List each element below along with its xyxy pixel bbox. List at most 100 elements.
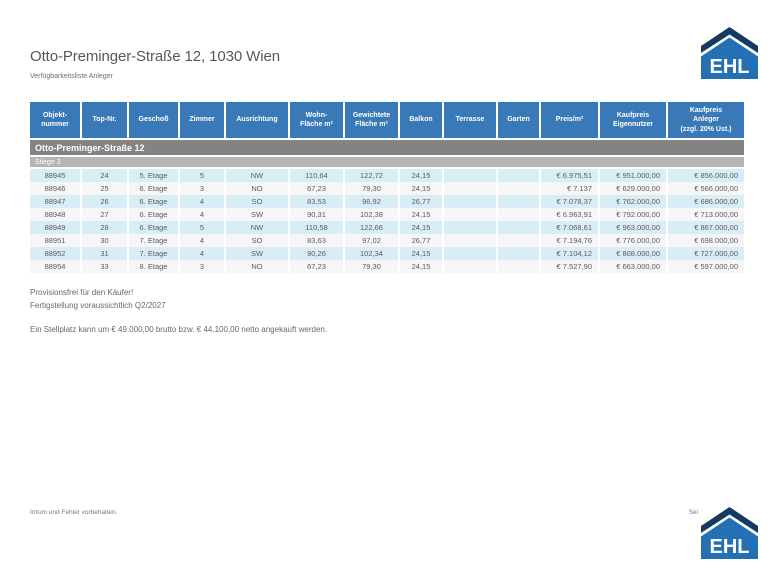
footer-disclaimer: Irrtum und Fehler vorbehalten.	[30, 509, 118, 516]
cell-garten	[498, 234, 541, 247]
cell-top-nr: 33	[82, 260, 129, 273]
cell-gewichtete-flaeche: 102,34	[345, 247, 400, 260]
table-body: 88945 24 5. Etage 5 NW 110,64 122,72 24,…	[30, 169, 744, 273]
cell-gewichtete-flaeche: 79,30	[345, 260, 400, 273]
cell-terrasse	[444, 234, 498, 247]
cell-zimmer: 3	[180, 260, 226, 273]
col-kaufpreis-eigennutzer: Kaufpreis Eigennutzer	[600, 102, 668, 138]
col-preis-m2: Preis/m²	[541, 102, 600, 138]
note-provision: Provisionsfrei für den Käufer!	[30, 288, 134, 297]
cell-kaufpreis-anleger: € 566.000,00	[694, 184, 738, 193]
table-row: 88946 25 6. Etage 3 NO 67,23 79,30 24,15…	[30, 182, 744, 195]
cell-objektnummer: 88948	[30, 208, 82, 221]
svg-text:EHL: EHL	[710, 536, 750, 558]
cell-objektnummer: 88947	[30, 195, 82, 208]
cell-terrasse	[444, 247, 498, 260]
cell-gewichtete-flaeche: 122,72	[345, 169, 400, 182]
table-row: 88947 26 6. Etage 4 SO 83,53 96,92 26,77…	[30, 195, 744, 208]
notes-block: Provisionsfrei für den Käufer! Fertigste…	[30, 287, 327, 336]
cell-zimmer: 5	[180, 221, 226, 234]
table-header-row: Objekt- nummer Top-Nr. Geschoß Zimmer Au…	[30, 102, 744, 138]
cell-terrasse	[444, 195, 498, 208]
cell-wohnflaeche: 110,58	[290, 221, 345, 234]
cell-garten	[498, 247, 541, 260]
table-row: 88954 33 8. Etage 3 NO 67,23 79,30 24,15…	[30, 260, 744, 273]
page-subtitle: Verfügbarkeitsliste Anleger	[30, 73, 113, 80]
cell-objektnummer: 88954	[30, 260, 82, 273]
col-kaufpreis-anleger: Kaufpreis Anleger (zzgl. 20% Ust.)	[668, 102, 744, 138]
page-title: Otto-Preminger-Straße 12, 1030 Wien	[30, 48, 280, 65]
cell-garten	[498, 169, 541, 182]
cell-terrasse	[444, 208, 498, 221]
cell-kaufpreis-eigennutzer: € 951.000,00	[600, 169, 668, 182]
cell-kaufpreis-anleger: € 856.000,00	[694, 171, 738, 180]
cell-balkon: 24,15	[400, 182, 444, 195]
cell-zimmer: 5	[180, 169, 226, 182]
subsection-band: Stiege 3	[30, 157, 744, 167]
cell-kaufpreis-eigennutzer: € 963.000,00	[600, 221, 668, 234]
cell-garten	[498, 195, 541, 208]
cell-preis-m2: € 7.194,76	[541, 234, 600, 247]
cell-top-nr: 24	[82, 169, 129, 182]
cell-preis-m2: € 7.104,12	[541, 247, 600, 260]
table-row: 88948 27 6. Etage 4 SW 90,31 102,38 24,1…	[30, 208, 744, 221]
cell-kaufpreis-eigennutzer: € 762.000,00	[600, 195, 668, 208]
cell-kaufpreis-eigennutzer: € 663.000,00	[600, 260, 668, 273]
col-garten: Garten	[498, 102, 541, 138]
availability-table: Objekt- nummer Top-Nr. Geschoß Zimmer Au…	[30, 102, 744, 273]
cell-top-nr: 30	[82, 234, 129, 247]
table-row: 88945 24 5. Etage 5 NW 110,64 122,72 24,…	[30, 169, 744, 182]
cell-balkon: 24,15	[400, 208, 444, 221]
ehl-logo-top: EHL	[701, 27, 758, 79]
cell-geschoss: 6. Etage	[129, 182, 180, 195]
cell-kaufpreis-anleger: € 597.000,00	[694, 262, 738, 271]
footer-page-label: Sei	[688, 509, 698, 516]
cell-balkon: 24,15	[400, 247, 444, 260]
col-gewichtete-flaeche: Gewichtete Fläche m²	[345, 102, 400, 138]
cell-ausrichtung: SO	[226, 234, 290, 247]
table-row: 88949 28 6. Etage 5 NW 110,58 122,66 24,…	[30, 221, 744, 234]
table-row: 88951 30 7. Etage 4 SO 83,63 97,02 26,77…	[30, 234, 744, 247]
section-band: Otto-Preminger-Straße 12	[30, 140, 744, 155]
cell-zimmer: 4	[180, 208, 226, 221]
ehl-logo-bottom: EHL	[701, 507, 758, 559]
cell-objektnummer: 88946	[30, 182, 82, 195]
cell-objektnummer: 88949	[30, 221, 82, 234]
cell-gewichtete-flaeche: 102,38	[345, 208, 400, 221]
cell-ausrichtung: NW	[226, 221, 290, 234]
cell-objektnummer: 88952	[30, 247, 82, 260]
cell-zimmer: 3	[180, 182, 226, 195]
cell-wohnflaeche: 67,23	[290, 182, 345, 195]
cell-ausrichtung: NO	[226, 182, 290, 195]
cell-ausrichtung: SO	[226, 195, 290, 208]
cell-gewichtete-flaeche: 97,02	[345, 234, 400, 247]
cell-terrasse	[444, 169, 498, 182]
cell-terrasse	[444, 221, 498, 234]
cell-ausrichtung: NO	[226, 260, 290, 273]
cell-zimmer: 4	[180, 247, 226, 260]
ehl-house-icon: EHL	[701, 507, 758, 559]
cell-garten	[498, 182, 541, 195]
col-terrasse: Terrasse	[444, 102, 498, 138]
cell-kaufpreis-anleger: € 686.000,00	[694, 197, 738, 206]
cell-garten	[498, 260, 541, 273]
cell-gewichtete-flaeche: 96,92	[345, 195, 400, 208]
cell-wohnflaeche: 110,64	[290, 169, 345, 182]
note-parking: Ein Stellplatz kann um € 49.000,00 brutt…	[30, 324, 328, 334]
cell-wohnflaeche: 67,23	[290, 260, 345, 273]
cell-geschoss: 6. Etage	[129, 221, 180, 234]
cell-geschoss: 8. Etage	[129, 260, 180, 273]
cell-balkon: 24,15	[400, 169, 444, 182]
cell-balkon: 26,77	[400, 234, 444, 247]
col-top-nr: Top-Nr.	[82, 102, 129, 138]
cell-preis-m2: € 7.137	[541, 182, 600, 195]
col-zimmer: Zimmer	[180, 102, 226, 138]
cell-geschoss: 7. Etage	[129, 247, 180, 260]
cell-balkon: 24,15	[400, 221, 444, 234]
cell-wohnflaeche: 83,63	[290, 234, 345, 247]
cell-geschoss: 6. Etage	[129, 195, 180, 208]
cell-terrasse	[444, 182, 498, 195]
cell-zimmer: 4	[180, 195, 226, 208]
cell-ausrichtung: SW	[226, 247, 290, 260]
cell-preis-m2: € 7.068,61	[541, 221, 600, 234]
